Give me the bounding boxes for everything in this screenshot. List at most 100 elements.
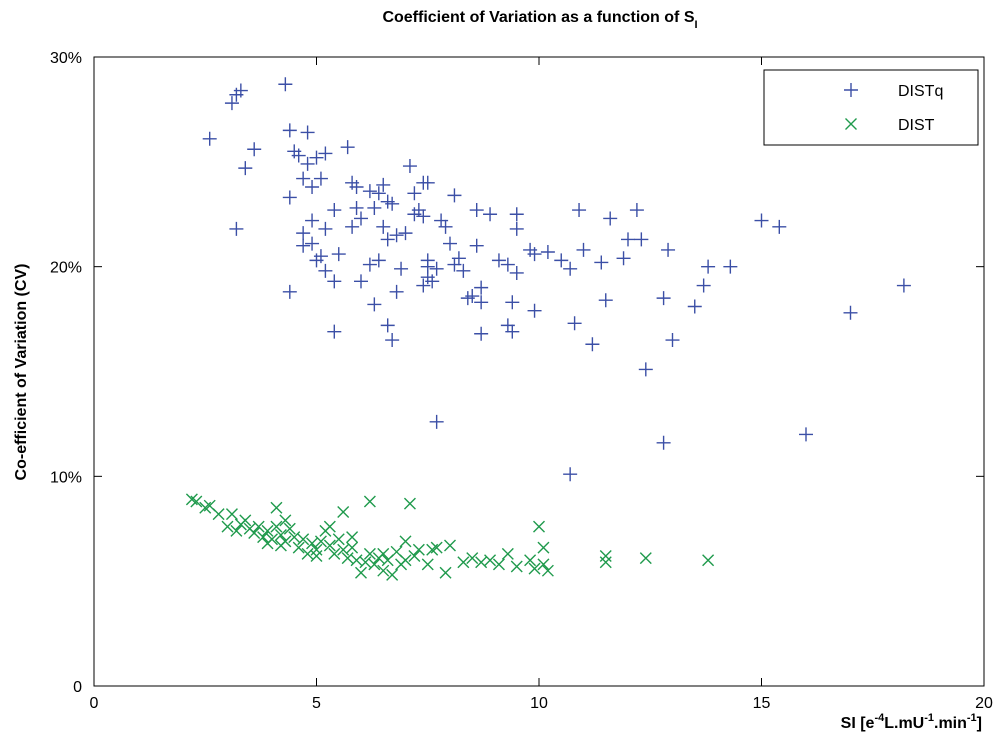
point xyxy=(438,219,453,234)
y-tick-label: 30% xyxy=(50,50,82,67)
point xyxy=(310,543,323,556)
point xyxy=(598,293,613,308)
point xyxy=(572,203,587,218)
point xyxy=(509,221,524,236)
point xyxy=(429,261,444,276)
point xyxy=(252,520,265,533)
point xyxy=(696,278,711,293)
point xyxy=(412,543,425,556)
point xyxy=(524,554,537,567)
point xyxy=(399,535,412,548)
point xyxy=(509,207,524,222)
point xyxy=(469,203,484,218)
point xyxy=(270,520,283,533)
point xyxy=(772,219,787,234)
point xyxy=(629,203,644,218)
legend-label: DISTq xyxy=(898,83,943,100)
y-axis-label: Co-efficient of Variation (CV) xyxy=(13,264,30,481)
point xyxy=(349,179,364,194)
point xyxy=(398,226,413,241)
point xyxy=(363,495,376,508)
point xyxy=(283,522,296,535)
point xyxy=(465,289,480,304)
legend-box xyxy=(763,69,979,146)
point xyxy=(274,529,287,542)
point xyxy=(443,236,457,251)
point xyxy=(457,556,470,569)
point xyxy=(282,190,297,205)
y-tick-label: 10% xyxy=(50,469,82,486)
point xyxy=(483,207,498,222)
point xyxy=(634,232,649,247)
point xyxy=(537,541,550,554)
point xyxy=(340,140,355,155)
point xyxy=(327,203,342,218)
point xyxy=(318,146,333,161)
point xyxy=(510,560,523,573)
point xyxy=(425,274,440,289)
legend-marker xyxy=(844,83,858,97)
point xyxy=(444,539,456,552)
point xyxy=(394,261,409,276)
point xyxy=(225,508,238,521)
point xyxy=(533,520,545,533)
legend-marker xyxy=(845,118,857,130)
point xyxy=(408,550,421,563)
point xyxy=(466,552,479,565)
point xyxy=(389,284,404,299)
point xyxy=(380,318,395,333)
point xyxy=(484,554,497,567)
point xyxy=(563,261,578,276)
point xyxy=(309,150,324,165)
point xyxy=(420,253,435,268)
point xyxy=(296,238,311,253)
point xyxy=(389,228,404,243)
point xyxy=(439,566,452,579)
point xyxy=(362,257,377,272)
point xyxy=(603,211,618,226)
point xyxy=(399,554,412,567)
chart-title: Coefficient of Variation as a function o… xyxy=(382,9,697,31)
point xyxy=(491,253,506,268)
point xyxy=(377,547,390,560)
point xyxy=(386,568,399,581)
point xyxy=(376,177,391,192)
x-tick-label: 15 xyxy=(753,695,771,712)
point xyxy=(261,537,274,550)
point xyxy=(328,547,341,560)
point xyxy=(239,514,252,527)
point xyxy=(345,219,360,234)
point xyxy=(305,179,320,194)
point xyxy=(469,238,484,253)
point xyxy=(500,257,515,272)
x-tick-label: 5 xyxy=(312,695,321,712)
point xyxy=(429,414,444,429)
point xyxy=(367,297,382,312)
point xyxy=(563,467,578,482)
point xyxy=(300,125,315,140)
point xyxy=(599,556,612,569)
point xyxy=(416,278,431,293)
x-axis-label: SI [e-4L.mU-1.min-1] xyxy=(841,712,982,732)
point xyxy=(599,550,612,563)
point xyxy=(327,324,342,339)
point xyxy=(621,232,635,247)
x-label-superscript: -1 xyxy=(967,712,977,724)
point xyxy=(274,539,287,552)
point xyxy=(843,305,858,320)
y-tick-label: 20% xyxy=(50,260,82,277)
point xyxy=(456,263,471,278)
point xyxy=(354,274,368,289)
x-label-text: SI [e xyxy=(841,715,875,732)
point xyxy=(616,251,631,266)
point xyxy=(474,280,489,295)
point xyxy=(505,295,520,310)
point xyxy=(527,303,542,318)
point xyxy=(687,299,702,314)
point xyxy=(594,255,609,270)
point xyxy=(656,435,671,450)
point xyxy=(368,558,381,571)
point xyxy=(639,552,652,565)
point xyxy=(313,249,328,264)
